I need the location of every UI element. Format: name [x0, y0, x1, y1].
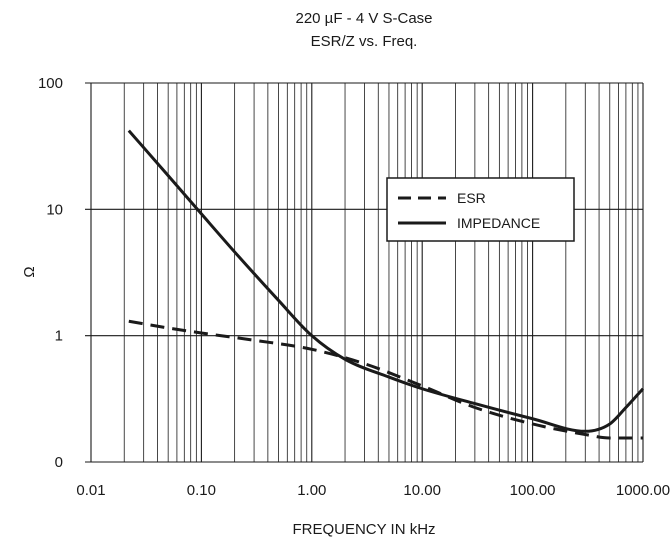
- x-tick-label: 10.00: [403, 482, 441, 499]
- y-tick-label: 100: [38, 75, 63, 92]
- x-tick-label: 0.01: [76, 482, 105, 499]
- major-grid: [85, 82, 644, 463]
- x-tick-label: 0.10: [187, 482, 216, 499]
- x-axis-label: FREQUENCY IN kHz: [292, 521, 435, 538]
- y-tick-labels: 0 1 10 100: [38, 75, 63, 471]
- y-tick-label: 10: [46, 201, 63, 218]
- x-tick-label: 1.00: [297, 482, 326, 499]
- series-layer: [127, 129, 645, 440]
- legend-box: [386, 177, 575, 242]
- series-line-impedance: [127, 129, 645, 433]
- legend-esr-label: ESR: [457, 190, 486, 206]
- x-tick-label: 1000.00: [616, 482, 670, 499]
- legend: ESR IMPEDANCE: [386, 177, 575, 242]
- chart-title: 220 µF - 4 V S-Case: [295, 10, 432, 27]
- chart-subtitle: ESR/Z vs. Freq.: [311, 33, 418, 50]
- x-tick-label: 100.00: [510, 482, 556, 499]
- y-tick-label: 0: [55, 454, 63, 471]
- x-tick-labels: 0.01 0.10 1.00 10.00 100.00 1000.00: [76, 482, 670, 499]
- y-tick-label: 1: [55, 328, 63, 345]
- legend-impedance-label: IMPEDANCE: [457, 215, 540, 231]
- y-axis-label: Ω: [21, 266, 38, 277]
- series-line-esr: [128, 319, 643, 440]
